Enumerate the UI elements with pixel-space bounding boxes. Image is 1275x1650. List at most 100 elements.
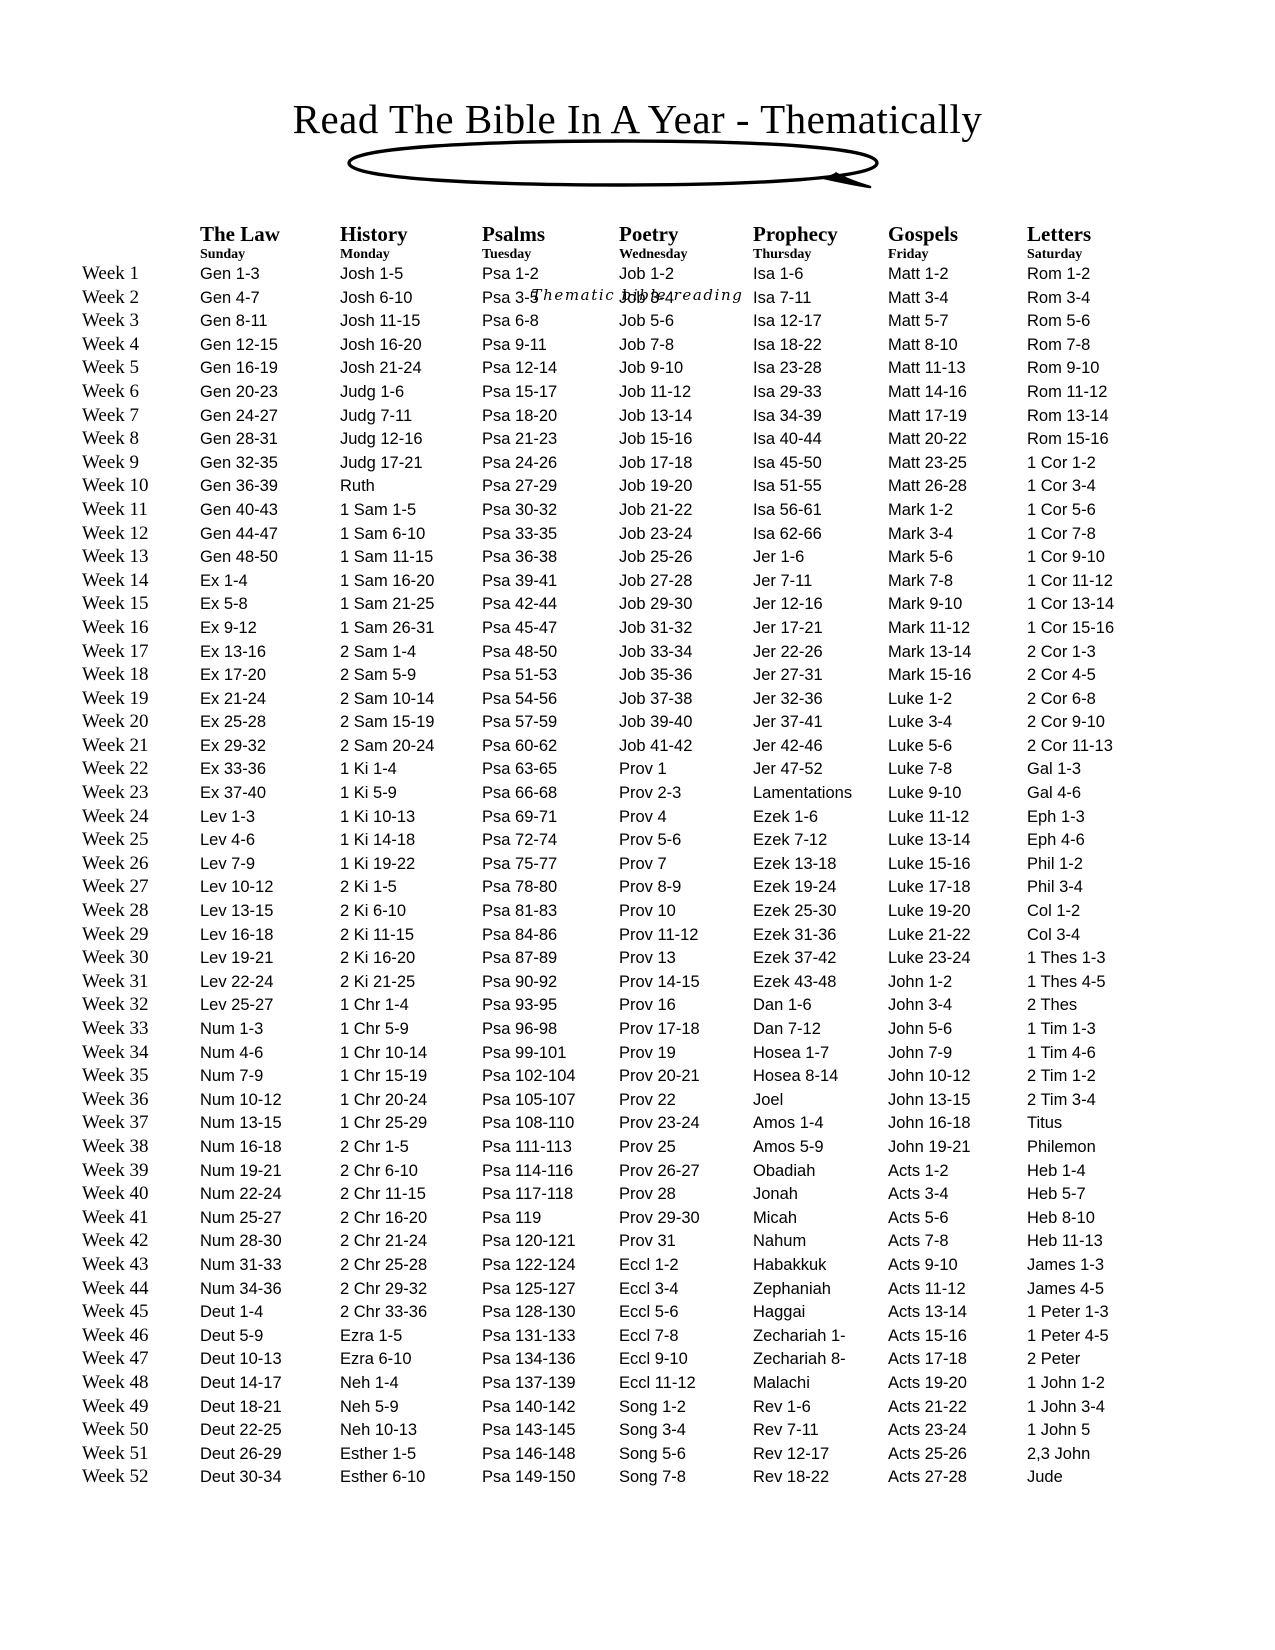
week-label: Week 14: [82, 569, 149, 591]
reading-cell: Obadiah: [753, 1161, 816, 1180]
reading-cell: Psa 12-14: [482, 359, 558, 378]
week-label: Week 42: [82, 1230, 149, 1252]
reading-cell: Jer 27-31: [753, 666, 823, 685]
reading-cell: Matt 20-22: [888, 430, 967, 449]
reading-cell: Col 3-4: [1027, 925, 1081, 944]
reading-cell: Josh 11-15: [340, 312, 421, 331]
reading-cell: Isa 18-22: [753, 335, 822, 354]
reading-cell: Psa 57-59: [482, 713, 558, 732]
reading-cell: Psa 18-20: [482, 406, 558, 425]
table-row: Week 30 Lev 19-21 2 Ki 16-20 Psa 87-89 Prov …: [82, 947, 1187, 971]
reading-cell: John 16-18: [888, 1114, 971, 1133]
reading-cell: 2 Chr 21-24: [340, 1232, 428, 1251]
reading-cell: Job 15-16: [619, 430, 693, 449]
reading-cell: Ex 33-36: [200, 760, 267, 779]
week-label: Week 10: [82, 475, 149, 497]
table-row: Week 15 Ex 5-8 1 Sam 21-25 Psa 42-44 Job 29-…: [82, 593, 1187, 617]
reading-cell: Eccl 5-6: [619, 1303, 679, 1322]
reading-cell: Psa 125-127: [482, 1279, 576, 1298]
reading-cell: Jer 12-16: [753, 595, 823, 614]
table-row: Week 40 Num 22-24 2 Chr 11-15 Psa 117-118 Pr…: [82, 1183, 1187, 1207]
reading-cell: 2 Sam 15-19: [340, 713, 435, 732]
day-header-row: Sunday Monday Tuesday Wednesday Thursday…: [82, 247, 1187, 263]
reading-cell: Acts 19-20: [888, 1373, 967, 1392]
table-row: Week 32 Lev 25-27 1 Chr 1-4 Psa 93-95 Prov 1…: [82, 994, 1187, 1018]
reading-cell: Matt 14-16: [888, 382, 967, 401]
reading-cell: Phil 3-4: [1027, 878, 1083, 897]
week-label: Week 25: [82, 829, 149, 851]
reading-cell: Matt 26-28: [888, 477, 967, 496]
reading-cell: Psa 6-8: [482, 312, 539, 331]
week-label: Week 36: [82, 1088, 149, 1110]
reading-cell: Num 7-9: [200, 1067, 264, 1086]
reading-cell: Psa 72-74: [482, 831, 558, 850]
reading-cell: Ex 9-12: [200, 618, 257, 637]
reading-cell: Acts 13-14: [888, 1303, 967, 1322]
reading-cell: Job 37-38: [619, 689, 693, 708]
week-label: Week 7: [82, 404, 140, 426]
reading-cell: Col 1-2: [1027, 902, 1081, 921]
reading-cell: Deut 30-34: [200, 1468, 282, 1487]
week-label: Week 6: [82, 380, 140, 402]
reading-cell: Eccl 3-4: [619, 1279, 679, 1298]
reading-cell: Jer 1-6: [753, 548, 805, 567]
reading-cell: Deut 26-29: [200, 1444, 282, 1463]
reading-cell: Ex 17-20: [200, 666, 267, 685]
reading-cell: Ex 21-24: [200, 689, 267, 708]
reading-cell: Gen 8-11: [200, 312, 268, 331]
reading-cell: Num 10-12: [200, 1090, 282, 1109]
reading-cell: Psa 15-17: [482, 382, 558, 401]
reading-cell: Song 7-8: [619, 1468, 686, 1487]
reading-cell: Prov 11-12: [619, 925, 699, 944]
reading-cell: Prov 26-27: [619, 1161, 700, 1180]
reading-cell: Psa 122-124: [482, 1255, 576, 1274]
week-label: Week 28: [82, 900, 149, 922]
reading-cell: Psa 96-98: [482, 1020, 558, 1038]
reading-cell: Psa 21-23: [482, 430, 558, 449]
reading-cell: Judg 1-6: [340, 382, 405, 401]
reading-cell: John 3-4: [888, 996, 953, 1015]
reading-cell: Prov 22: [619, 1090, 676, 1109]
reading-cell: 1 Peter 1-3: [1027, 1303, 1109, 1322]
reading-cell: Num 13-15: [200, 1114, 282, 1133]
reading-cell: Psa 9-11: [482, 335, 547, 354]
reading-cell: Psa 90-92: [482, 972, 558, 991]
reading-cell: Mark 13-14: [888, 642, 972, 661]
reading-cell: Psa 54-56: [482, 689, 558, 708]
reading-cell: Lev 10-12: [200, 878, 274, 897]
week-label: Week 31: [82, 970, 149, 992]
week-label: Week 47: [82, 1348, 149, 1370]
reading-cell: Psa 81-83: [482, 902, 558, 921]
week-label: Week 38: [82, 1135, 149, 1157]
reading-cell: Psa 27-29: [482, 477, 558, 496]
reading-cell: Dan 1-6: [753, 996, 812, 1015]
reading-cell: Josh 6-10: [340, 288, 413, 307]
reading-cell: Malachi: [753, 1373, 810, 1392]
reading-cell: Gen 20-23: [200, 382, 278, 401]
table-row: Week 49 Deut 18-21 Neh 5-9 Psa 140-142 Song …: [82, 1396, 1187, 1420]
week-label: Week 21: [82, 734, 149, 756]
reading-cell: 1 Chr 10-14: [340, 1043, 428, 1062]
reading-cell: Judg 12-16: [340, 430, 423, 449]
table-row: Week 34 Num 4-6 1 Chr 10-14 Psa 99-101 Prov …: [82, 1042, 1187, 1066]
reading-cell: Eccl 11-12: [619, 1373, 696, 1392]
reading-cell: Acts 3-4: [888, 1185, 949, 1204]
reading-cell: Jude: [1027, 1468, 1063, 1487]
reading-cell: 1 Cor 5-6: [1027, 500, 1096, 519]
reading-cell: Ezek 7-12: [753, 831, 828, 850]
reading-cell: Lev 25-27: [200, 996, 274, 1015]
reading-cell: 2 Cor 4-5: [1027, 666, 1096, 685]
reading-cell: Ezra 1-5: [340, 1326, 403, 1345]
reading-cell: Luke 21-22: [888, 925, 971, 944]
reading-cell: Jer 22-26: [753, 642, 823, 661]
reading-cell: 1 Peter 4-5: [1027, 1326, 1109, 1345]
reading-cell: Job 33-34: [619, 642, 693, 661]
reading-cell: Prov 2-3: [619, 784, 682, 803]
subtitle-banner: Thematic bible reading: [0, 138, 1275, 304]
reading-cell: John 5-6: [888, 1020, 953, 1038]
table-row: Week 27 Lev 10-12 2 Ki 1-5 Psa 78-80 Prov 8-…: [82, 876, 1187, 900]
hand-drawn-oval-icon: [347, 139, 879, 189]
week-label: Week 23: [82, 782, 149, 804]
table-row: Week 11 Gen 40-43 1 Sam 1-5 Psa 30-32 Job 21…: [82, 499, 1187, 523]
reading-cell: Ezek 37-42: [753, 949, 837, 968]
